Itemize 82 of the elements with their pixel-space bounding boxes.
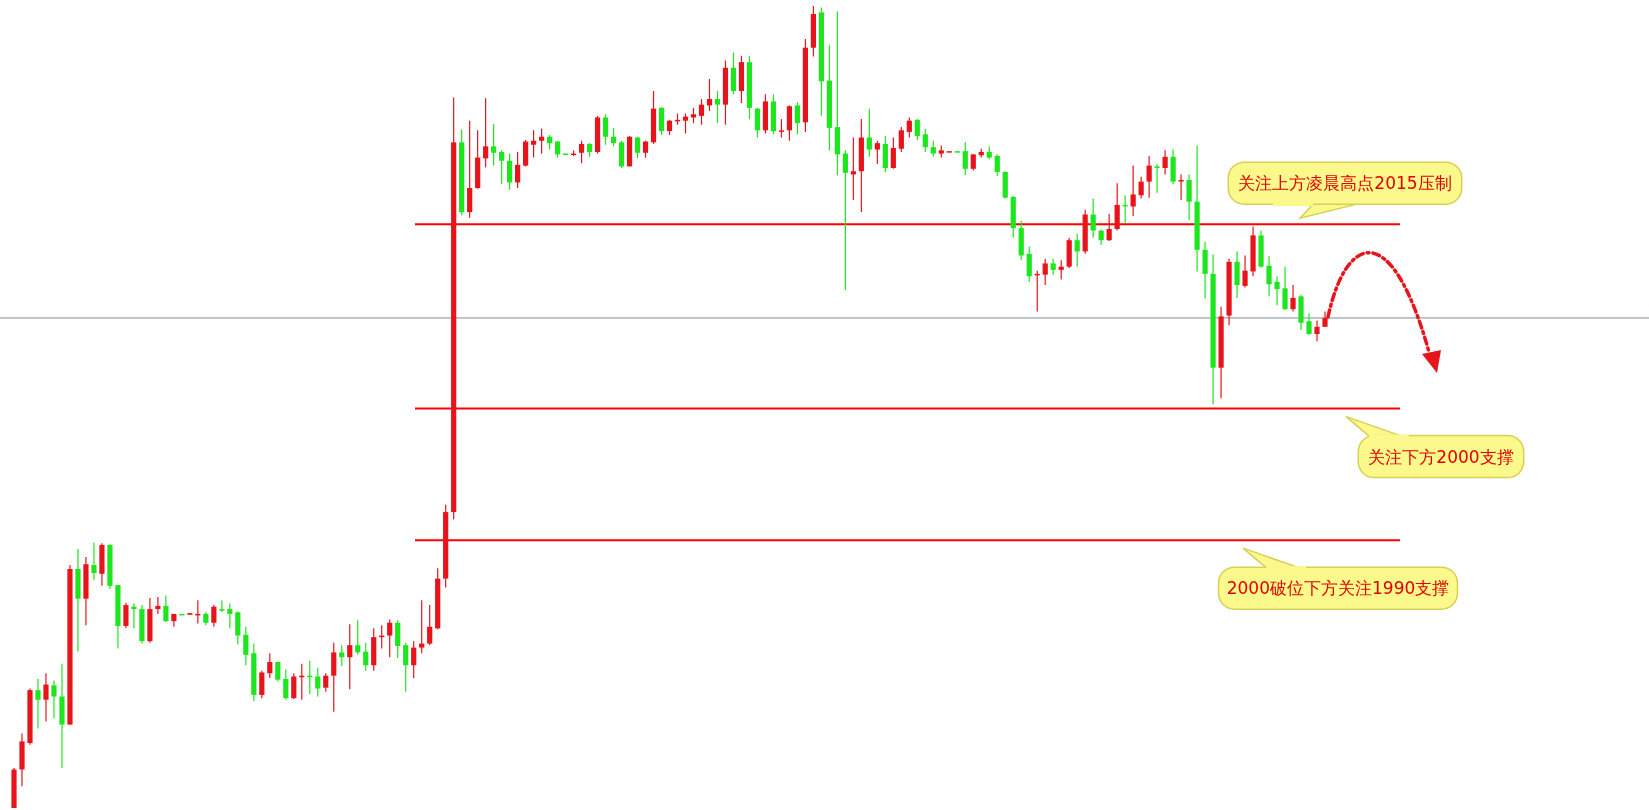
candlestick <box>387 618 393 658</box>
candlestick <box>1106 213 1112 242</box>
candlestick <box>163 594 169 623</box>
candlestick <box>922 128 928 153</box>
candlestick <box>578 140 585 164</box>
candlestick <box>347 623 353 690</box>
candlestick <box>754 107 761 139</box>
candlestick <box>51 679 57 719</box>
candlestick <box>842 149 848 291</box>
candlestick <box>323 672 329 693</box>
candlestick <box>1138 176 1144 200</box>
candlestick <box>1234 250 1240 299</box>
candlestick <box>714 90 721 124</box>
candlestick <box>1042 258 1048 286</box>
candlestick <box>1186 173 1192 221</box>
candlestick <box>1178 173 1184 201</box>
candlestick <box>43 672 49 722</box>
candlestick <box>658 106 665 136</box>
candlestick <box>1242 254 1248 289</box>
candlestick <box>1282 266 1288 311</box>
candlestick <box>35 678 41 730</box>
ref-line-label: 2000破位下方关注1990支撑 <box>1226 578 1450 599</box>
candlestick <box>994 153 1000 177</box>
candlestick <box>235 610 241 645</box>
candlestick <box>427 604 433 646</box>
candlestick <box>339 644 345 667</box>
candlestick <box>1090 197 1096 239</box>
candlestick <box>1146 155 1152 199</box>
candlestick <box>1266 255 1272 297</box>
candlestick <box>515 151 521 189</box>
candlestick <box>411 640 417 679</box>
candlestick <box>275 661 281 682</box>
candlestick <box>706 78 713 112</box>
candlestick <box>874 140 880 165</box>
candlestick <box>131 602 137 629</box>
candlestick <box>499 149 505 185</box>
candlestick <box>491 123 497 167</box>
candlestick <box>682 112 689 135</box>
candlestick <box>610 127 617 147</box>
candlestick <box>962 141 968 176</box>
candlestick <box>539 128 545 155</box>
candlestick <box>267 652 273 679</box>
candlestick <box>531 129 537 159</box>
candlestick <box>794 101 800 135</box>
candlestick <box>730 51 737 95</box>
candlestick <box>355 619 361 656</box>
candlestick <box>419 599 425 654</box>
candlestick <box>906 116 912 139</box>
ref-line-label: 关注上方凌晨高点2015压制 <box>1238 173 1452 194</box>
candlestick <box>403 642 409 693</box>
candlestick <box>507 152 513 191</box>
candlestick <box>634 136 641 159</box>
candlestick <box>698 98 705 126</box>
candlestick <box>91 541 97 581</box>
candlestick <box>483 97 489 168</box>
candlestick <box>1162 149 1168 176</box>
candlestick <box>395 619 401 659</box>
ref-line-label: 关注下方2000支撑 <box>1368 446 1514 467</box>
candlestick <box>283 668 289 701</box>
candlestick <box>1290 284 1296 313</box>
candlestick <box>1314 319 1320 342</box>
candlestick <box>778 118 785 139</box>
candlestick <box>211 604 217 628</box>
candlestick <box>866 108 872 158</box>
candlestick <box>331 642 337 713</box>
candlestick <box>1130 165 1136 217</box>
candlestick <box>602 113 609 146</box>
candlestick <box>1154 163 1160 194</box>
candlestick <box>890 136 896 170</box>
candlestick <box>259 670 265 699</box>
candlestick <box>1306 312 1312 336</box>
candlestick <box>1274 275 1280 306</box>
candlestick <box>1026 246 1032 283</box>
candlestick <box>243 626 249 666</box>
candlestick <box>898 126 904 153</box>
candlestick <box>291 672 297 700</box>
candlestick <box>363 642 369 672</box>
candlestick <box>227 602 233 629</box>
candlestick <box>1074 233 1080 268</box>
candlestick <box>123 602 129 629</box>
candlestick <box>914 118 920 141</box>
candlestick <box>315 667 321 698</box>
